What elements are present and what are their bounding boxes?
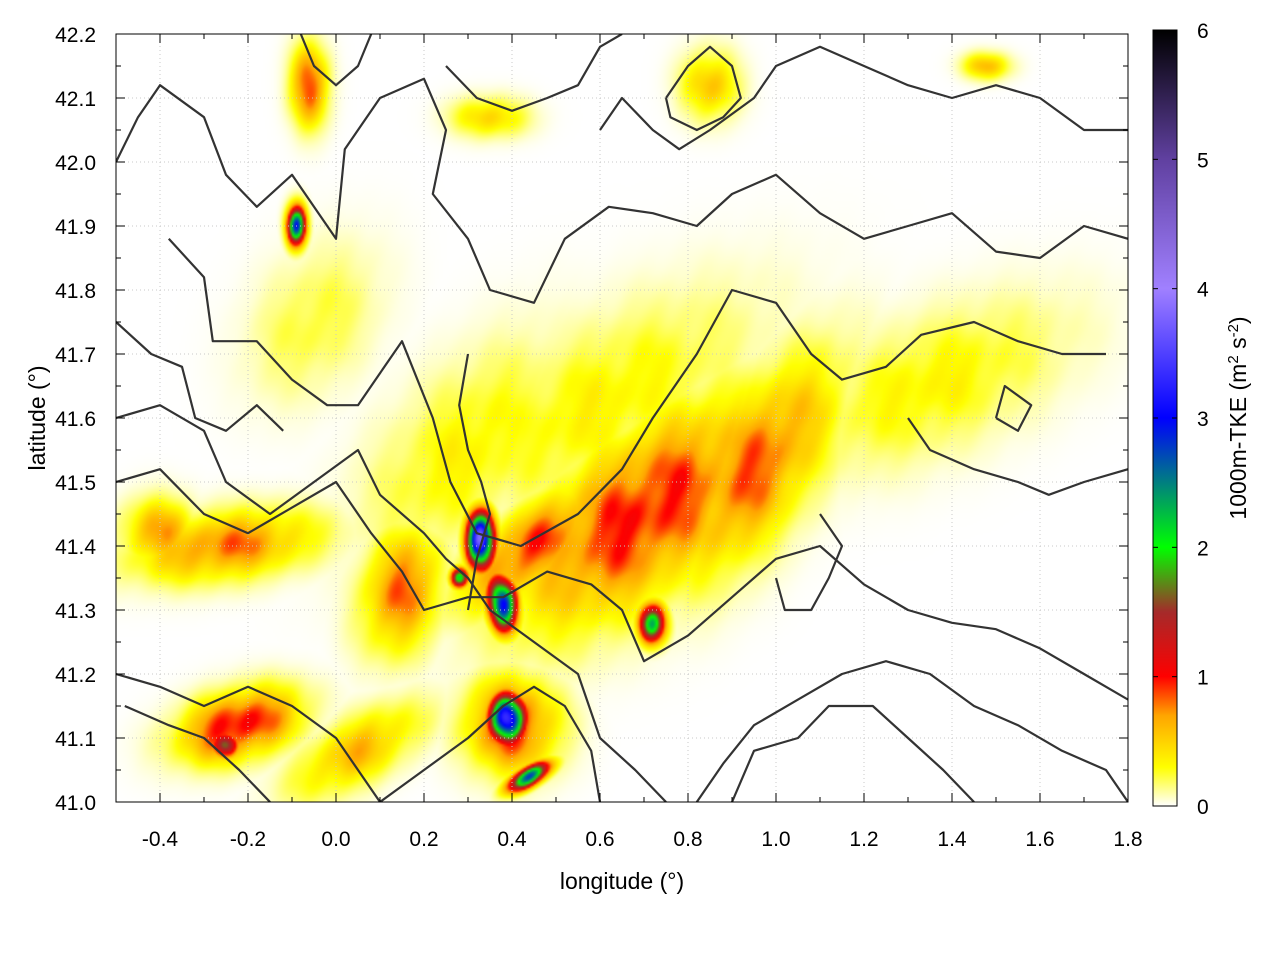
contour-line [167, 238, 1106, 548]
colorbar-label: 1000m-TKE (m2 s-2) [1225, 316, 1252, 519]
colorbar-tick-label: 2 [1197, 537, 1209, 560]
x-tick-label: 0.2 [409, 828, 438, 851]
y-axis-ticks: 41.0 41.1 41.2 41.3 41.4 41.5 41.6 41.7 41.8 41.9… [55, 24, 1128, 815]
colorbar-tick-label: 0 [1197, 796, 1209, 819]
x-tick-label: 0.4 [497, 828, 527, 851]
y-tick-label: 42.0 [55, 152, 96, 175]
colorbar-tick-label: 5 [1197, 149, 1209, 172]
contour-line [599, 45, 1128, 151]
contour-line [445, 34, 623, 112]
contour-line [116, 404, 667, 802]
contour-line [664, 45, 742, 132]
y-tick-label: 41.9 [55, 216, 96, 239]
contour-line [116, 468, 1128, 701]
y-tick-label: 41.1 [55, 728, 96, 751]
contour-line [124, 704, 271, 802]
contour-line [458, 353, 492, 611]
y-tick-label: 41.8 [55, 280, 96, 303]
colorbar-tick-label: 4 [1197, 279, 1209, 302]
plot-area [116, 34, 1128, 802]
x-axis-label: longitude (°) [560, 868, 684, 894]
x-tick-label: 1.2 [849, 828, 878, 851]
contour-line [730, 704, 975, 802]
x-tick-label: 1.6 [1025, 828, 1054, 851]
colorbar-tick-label: 6 [1197, 20, 1209, 43]
y-tick-label: 41.7 [55, 344, 96, 367]
x-tick-label: 1.0 [761, 828, 790, 851]
y-tick-label: 41.6 [55, 408, 96, 431]
contour-line [994, 384, 1033, 432]
contour-line [116, 672, 381, 802]
y-tick-label: 42.2 [55, 24, 96, 47]
contour-line [299, 34, 373, 87]
x-tick-label: 1.4 [937, 828, 967, 851]
colorbar-ticks: 0 1 2 3 4 5 6 [1153, 20, 1209, 819]
contour-line [907, 417, 1128, 496]
y-tick-label: 41.4 [55, 536, 96, 559]
y-tick-label: 41.5 [55, 472, 96, 495]
colorbar-tick-label: 3 [1197, 408, 1209, 431]
x-axis-ticks: -0.4 -0.2 0.0 0.2 0.4 0.6 0.8 1.0 1.2 1.4 1.6 1.8 [115, 34, 1143, 851]
contour-line [116, 77, 1128, 304]
contour-line [379, 685, 602, 802]
x-tick-label: 0.8 [673, 828, 702, 851]
grid [116, 34, 1128, 802]
x-tick-label: 0.0 [321, 828, 350, 851]
x-tick-label: 0.6 [585, 828, 614, 851]
x-tick-label: 1.8 [1113, 828, 1142, 851]
contour-line [695, 660, 1128, 802]
colorbar-tick-label: 1 [1197, 667, 1209, 690]
x-tick-label: -0.2 [230, 828, 266, 851]
y-axis-label: latitude (°) [24, 365, 50, 470]
x-tick-label: -0.4 [142, 828, 179, 851]
terrain-contours [116, 34, 1128, 802]
y-tick-label: 41.2 [55, 664, 96, 687]
y-tick-label: 41.0 [55, 792, 96, 815]
y-tick-label: 42.1 [55, 88, 96, 111]
y-tick-label: 41.3 [55, 600, 96, 623]
contour-line [116, 321, 284, 432]
contour-line [774, 513, 844, 612]
